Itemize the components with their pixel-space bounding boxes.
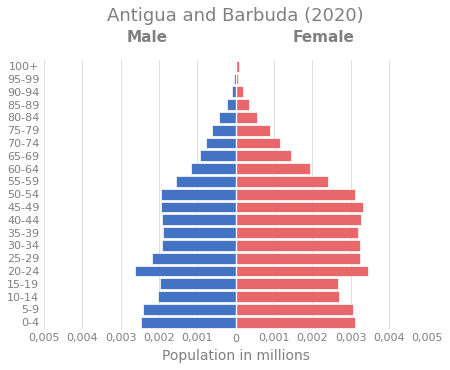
Title: Antigua and Barbuda (2020): Antigua and Barbuda (2020) <box>108 7 364 25</box>
Bar <box>236 99 249 110</box>
Bar <box>236 278 338 289</box>
Bar <box>212 125 236 136</box>
Bar <box>236 202 363 212</box>
Bar <box>152 253 236 264</box>
Bar <box>236 304 353 315</box>
Bar <box>236 227 358 238</box>
Bar <box>236 240 360 251</box>
Bar <box>162 214 236 225</box>
Bar <box>200 150 236 161</box>
Bar <box>236 214 361 225</box>
X-axis label: Population in millions: Population in millions <box>162 349 310 363</box>
Text: Female: Female <box>293 30 355 45</box>
Bar <box>236 291 339 302</box>
Bar <box>234 74 236 84</box>
Bar <box>236 163 310 174</box>
Bar <box>236 150 291 161</box>
Bar <box>232 86 236 97</box>
Bar <box>190 163 236 174</box>
Bar <box>163 227 236 238</box>
Bar <box>141 317 236 328</box>
Bar <box>161 189 236 200</box>
Bar <box>236 253 360 264</box>
Bar <box>162 240 236 251</box>
Bar <box>135 266 236 276</box>
Text: Male: Male <box>127 30 168 45</box>
Bar <box>236 125 270 136</box>
Bar <box>158 291 236 302</box>
Bar <box>236 112 257 123</box>
Bar <box>236 86 243 97</box>
Bar <box>236 176 328 187</box>
Bar <box>160 278 236 289</box>
Bar <box>176 176 236 187</box>
Bar <box>219 112 236 123</box>
Bar <box>236 61 239 72</box>
Bar <box>162 202 236 212</box>
Bar <box>206 138 236 148</box>
Bar <box>236 317 355 328</box>
Bar <box>143 304 236 315</box>
Bar <box>236 189 355 200</box>
Bar <box>236 266 368 276</box>
Bar <box>236 138 280 148</box>
Bar <box>226 99 236 110</box>
Bar <box>236 74 238 84</box>
